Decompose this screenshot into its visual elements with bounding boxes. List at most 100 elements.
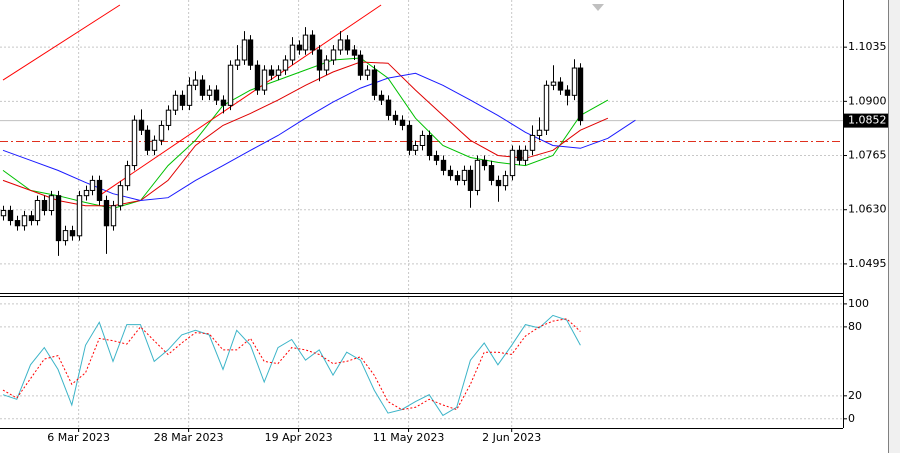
y-tick-label: 100 — [848, 297, 869, 310]
candle-body — [516, 149, 523, 161]
candle-body — [419, 134, 426, 146]
candle-body — [186, 84, 193, 106]
candle-body — [385, 99, 392, 116]
candle-body — [282, 59, 289, 71]
oscillator-line — [2, 318, 581, 411]
candle-body — [144, 129, 151, 151]
candle-body — [433, 155, 440, 161]
candle-body — [529, 134, 536, 151]
candle-body — [364, 69, 371, 76]
candle-body — [76, 195, 83, 237]
candle-body — [557, 81, 564, 91]
candle-body — [14, 220, 21, 227]
candle-body — [261, 69, 268, 91]
y-tick-label: 1.0495 — [848, 257, 887, 270]
candle-body — [62, 230, 69, 242]
candle-body — [447, 169, 454, 177]
y-tick-label: 20 — [848, 389, 862, 402]
candle-body — [371, 69, 378, 96]
candle-body — [124, 165, 131, 187]
candle-body — [275, 69, 282, 76]
candle-body — [474, 159, 481, 191]
candle-body — [199, 79, 206, 96]
candle-body — [344, 39, 351, 51]
candle-body — [378, 94, 385, 101]
y-tick-label: 1.1035 — [848, 40, 887, 53]
candle-body — [34, 199, 41, 222]
candle-body — [213, 89, 220, 101]
trend-line — [2, 4, 121, 81]
candle-body — [206, 89, 213, 96]
candle-body — [96, 179, 103, 201]
candle-body — [0, 210, 7, 217]
y-tick-label: 0 — [848, 412, 855, 425]
candle-body — [296, 44, 303, 51]
y-tick-label: 1.0900 — [848, 94, 887, 107]
candle-body — [509, 149, 516, 177]
candle-body — [28, 215, 35, 222]
candle-body — [454, 175, 461, 181]
candle-body — [302, 34, 309, 51]
candle-body — [89, 179, 96, 191]
candle-body — [7, 210, 14, 222]
candle-body — [522, 149, 529, 161]
candle-body — [289, 44, 296, 61]
candle-body — [412, 144, 419, 151]
window-edge — [889, 0, 900, 453]
candle-body — [564, 89, 571, 96]
candle-body — [392, 114, 399, 121]
candle-body — [254, 64, 261, 91]
candle-body — [110, 205, 117, 227]
candle-body — [69, 230, 76, 237]
candle-body — [426, 134, 433, 157]
candle-body — [247, 39, 254, 66]
candle-body — [577, 67, 584, 122]
trend-line — [99, 4, 382, 197]
candle-body — [158, 124, 165, 141]
candle-body — [467, 169, 474, 191]
candle-body — [83, 189, 90, 197]
candle-body — [406, 124, 413, 151]
y-tick-label: 1.0630 — [848, 203, 887, 216]
candle-body — [309, 34, 316, 51]
price-panel: 1.1035 1.0900 1.0765 1.0630 1.0495 1.0852 — [0, 0, 888, 293]
price-label-box — [844, 113, 888, 128]
candle-body — [337, 39, 344, 51]
candle-body — [330, 49, 337, 61]
candle-body — [117, 185, 124, 207]
candle-body — [55, 195, 62, 242]
candle-body — [461, 169, 468, 181]
y-tick-label: 80 — [848, 320, 862, 333]
candle-body — [151, 139, 158, 151]
x-tick-label: 6 Mar 2023 — [47, 431, 110, 444]
oscillator-line — [2, 314, 581, 417]
candle-body — [440, 159, 447, 171]
candle-body — [495, 179, 502, 187]
candle-body — [316, 49, 323, 71]
candle-body — [399, 119, 406, 126]
moving-average — [2, 72, 636, 202]
x-tick-label: 28 Mar 2023 — [154, 431, 224, 444]
x-tick-label: 11 May 2023 — [373, 431, 445, 444]
candle-body — [21, 215, 28, 227]
candle-body — [550, 81, 557, 86]
candle-body — [323, 59, 330, 71]
candle-body — [502, 175, 509, 187]
candle-body — [165, 109, 172, 126]
candle-body — [103, 199, 110, 227]
candle-body — [41, 199, 48, 212]
candle-body — [220, 99, 227, 106]
y-tick-label: 1.0765 — [848, 149, 887, 162]
candle-body — [481, 159, 488, 167]
candle-body — [227, 64, 234, 106]
candle-body — [241, 39, 248, 61]
price-label: 1.0852 — [848, 114, 887, 127]
candle-body — [48, 195, 55, 212]
candle-body — [131, 119, 138, 167]
candle-body — [179, 94, 186, 106]
x-tick-label: 19 Apr 2023 — [265, 431, 333, 444]
candle-body — [357, 54, 364, 76]
oscillator-panel: 100 80 20 0 6 Mar 2023 28 Mar 2023 19 Apr 2023… — [0, 297, 869, 444]
